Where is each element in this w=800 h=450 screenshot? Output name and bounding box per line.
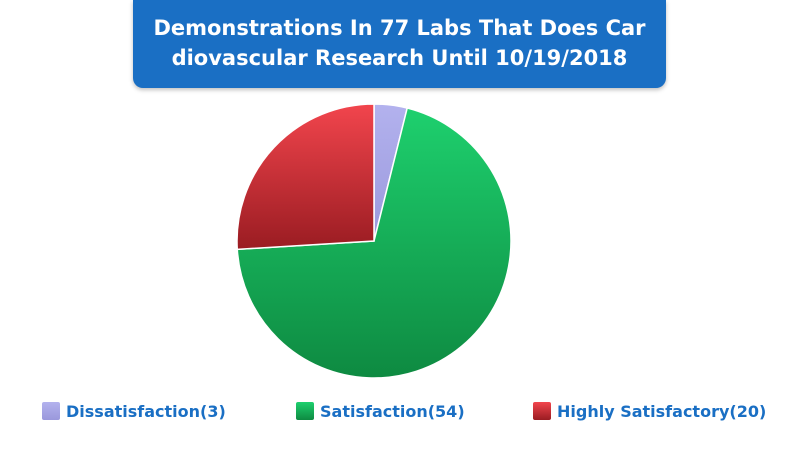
legend-label: Satisfaction(54) (320, 401, 465, 421)
pie-slice-highly-satisfactory[interactable] (236, 103, 375, 251)
chart-title-banner: Demonstrations In 77 Labs That Does Card… (133, 0, 666, 88)
legend-item-satisfaction[interactable]: Satisfaction(54) (296, 398, 465, 424)
pie-slices (236, 103, 512, 379)
legend-swatch (533, 402, 551, 420)
legend-item-highly-satisfactory[interactable]: Highly Satisfactory(20) (533, 398, 766, 424)
chart-legend: Dissatisfaction(3) Satisfaction(54) High… (0, 398, 800, 424)
chart-title: Demonstrations In 77 Labs That Does Card… (153, 16, 646, 70)
legend-label: Highly Satisfactory(20) (557, 401, 767, 421)
legend-swatch (296, 402, 314, 420)
legend-label: Dissatisfaction(3) (66, 401, 226, 421)
pie-slice-satisfaction[interactable] (236, 107, 512, 379)
legend-item-dissatisfaction[interactable]: Dissatisfaction(3) (42, 398, 226, 424)
legend-swatch (42, 402, 60, 420)
